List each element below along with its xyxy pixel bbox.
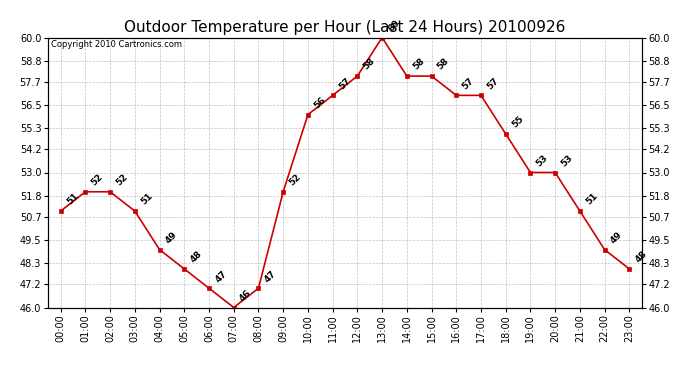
Text: 48: 48: [188, 249, 204, 265]
Text: 49: 49: [164, 230, 179, 246]
Text: 57: 57: [460, 76, 475, 91]
Text: 52: 52: [287, 172, 302, 188]
Text: 47: 47: [213, 268, 228, 284]
Text: 51: 51: [584, 192, 599, 207]
Text: 58: 58: [411, 57, 426, 72]
Text: 53: 53: [535, 153, 550, 168]
Text: 55: 55: [510, 114, 525, 130]
Text: 60: 60: [386, 18, 402, 33]
Text: 58: 58: [362, 57, 377, 72]
Text: 53: 53: [560, 153, 575, 168]
Text: 51: 51: [65, 192, 80, 207]
Text: 57: 57: [485, 76, 500, 91]
Text: Copyright 2010 Cartronics.com: Copyright 2010 Cartronics.com: [51, 40, 182, 49]
Text: 51: 51: [139, 192, 154, 207]
Text: 52: 52: [90, 172, 105, 188]
Text: 58: 58: [435, 57, 451, 72]
Text: 52: 52: [115, 172, 130, 188]
Text: 46: 46: [238, 288, 253, 303]
Text: 57: 57: [337, 76, 352, 91]
Text: 56: 56: [312, 95, 327, 111]
Title: Outdoor Temperature per Hour (Last 24 Hours) 20100926: Outdoor Temperature per Hour (Last 24 Ho…: [124, 20, 566, 35]
Text: 49: 49: [609, 230, 624, 246]
Text: 47: 47: [263, 268, 278, 284]
Text: 48: 48: [633, 249, 649, 265]
